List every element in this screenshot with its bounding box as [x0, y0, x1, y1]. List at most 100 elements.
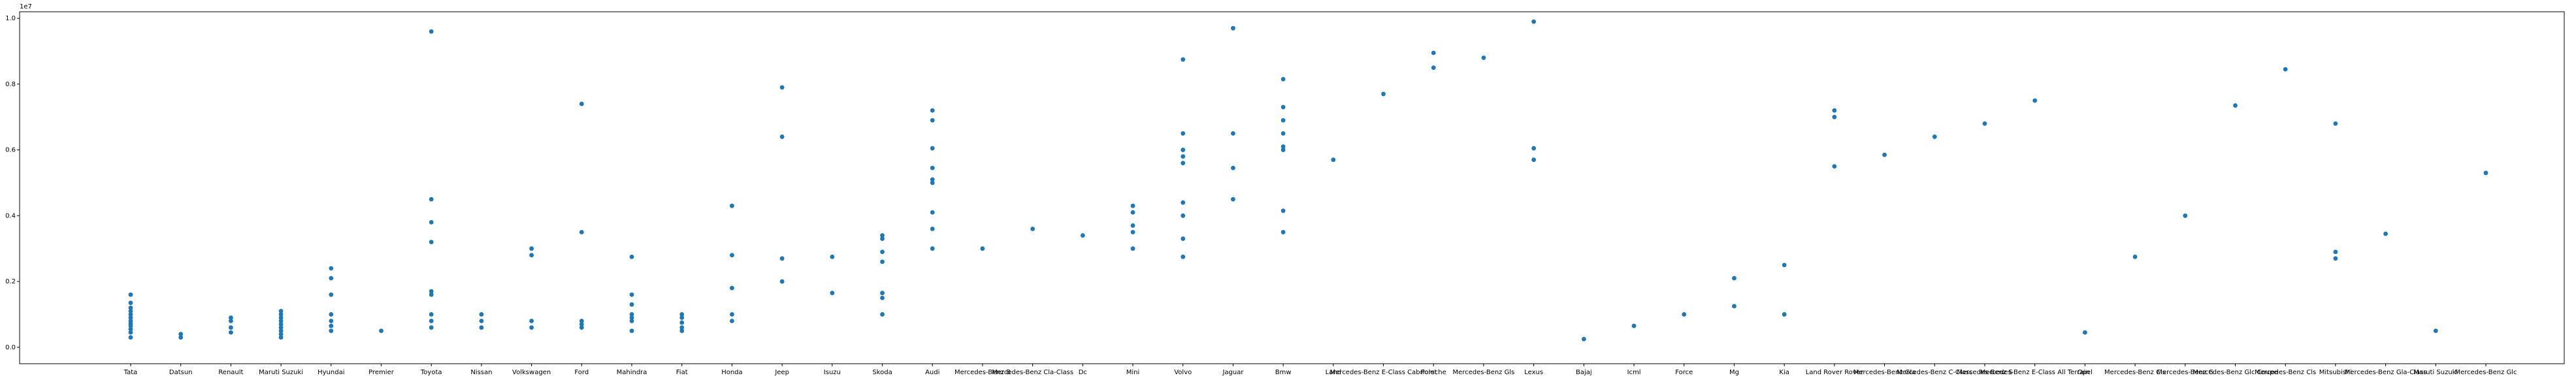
scatter-point: [329, 323, 334, 328]
x-tick-label: Toyota: [420, 369, 442, 376]
scatter-point: [1531, 19, 1537, 24]
scatter-point: [278, 309, 284, 313]
x-tick-label: Opel: [2078, 369, 2093, 376]
scatter-point: [128, 319, 133, 323]
x-axis-ticks: Tata Datsun Renault Maruti Suzuki Hyundai Pre…: [123, 364, 2517, 376]
scatter-point: [128, 300, 133, 306]
scatter-point: [429, 197, 434, 202]
x-tick-label: Bajaj: [1576, 369, 1592, 376]
scatter-point: [229, 315, 233, 320]
scatter-point: [1631, 323, 1637, 328]
scatter-point: [579, 325, 584, 330]
scatter-point: [2032, 98, 2038, 103]
y-axis-offset-text: 1e7: [20, 3, 32, 10]
scatter-point: [229, 325, 233, 330]
scatter-point: [579, 230, 584, 234]
scatter-point: [679, 312, 685, 317]
x-tick-label: Tata: [123, 369, 138, 376]
x-tick-label: Lexus: [1524, 369, 1543, 376]
scatter-point: [930, 210, 935, 215]
x-tick-label: Mercedes-Benz Gla-Class: [2345, 369, 2427, 376]
scatter-point: [1231, 197, 1235, 202]
scatter-point: [1782, 263, 1787, 268]
scatter-point: [128, 315, 133, 320]
y-tick-label: 0.0: [5, 344, 16, 351]
scatter-point: [128, 326, 133, 332]
y-tick-label: 0.6: [5, 147, 16, 154]
scatter-point: [128, 312, 133, 317]
x-tick-label: Mercedes-Benz G: [2157, 369, 2213, 376]
scatter-point: [980, 246, 985, 251]
scatter-point: [1280, 76, 1286, 82]
scatter-point: [1832, 114, 1837, 119]
x-tick-label: Mercedes-Benz C-Class: [1897, 369, 1972, 376]
scatter-point: [128, 330, 133, 335]
scatter-point: [2433, 328, 2438, 334]
scatter-point: [1381, 91, 1386, 97]
scatter-point: [2132, 254, 2138, 259]
scatter-point: [930, 177, 935, 182]
x-tick-label: Mercedes-Benz Glc Coupe: [2193, 369, 2277, 376]
y-axis-ticks: 0.0 0.2 0.4 0.6 0.8 1.0: [5, 15, 20, 351]
scatter-point: [1531, 146, 1537, 151]
scatter-point: [880, 249, 885, 255]
scatter-point: [880, 233, 885, 238]
x-tick-label: Icml: [1627, 369, 1641, 376]
scatter-point: [930, 180, 935, 185]
scatter-point: [880, 236, 885, 241]
x-tick-label: Mercedes-Benz B: [954, 369, 1011, 376]
x-tick-label: Hyundai: [318, 369, 344, 376]
scatter-point: [429, 325, 434, 330]
plot-frame: [19, 11, 2565, 364]
scatter-point: [930, 146, 935, 151]
x-tick-label: Mercedes-Benz S: [1957, 369, 2012, 376]
scatter-point: [930, 118, 935, 123]
scatter-point: [529, 246, 534, 251]
x-tick-label: Jeep: [774, 369, 789, 376]
scatter-point: [278, 315, 284, 320]
scatter-point: [679, 325, 685, 330]
x-tick-label: Mercedes-Benz Gls: [1453, 369, 1515, 376]
x-tick-label: Force: [1675, 369, 1693, 376]
scatter-point: [229, 319, 233, 323]
x-tick-label: Bmw: [1275, 369, 1292, 376]
scatter-point: [1181, 131, 1186, 136]
scatter-point: [178, 332, 184, 337]
x-tick-label: Jaguar: [1222, 369, 1244, 376]
scatter-point: [1280, 148, 1286, 152]
x-tick-label: Nissan: [470, 369, 492, 376]
scatter-point: [629, 319, 634, 323]
scatter-point: [329, 292, 334, 297]
scatter-point: [1932, 135, 1937, 139]
scatter-point: [730, 285, 734, 291]
scatter-point: [2483, 170, 2488, 176]
scatter-point: [830, 254, 835, 259]
scatter-point: [278, 319, 284, 323]
scatter-point: [2283, 67, 2288, 72]
scatter-point: [178, 335, 184, 340]
scatter-point: [830, 291, 835, 296]
scatter-point: [1280, 230, 1286, 234]
x-tick-label: Mahindra: [617, 369, 647, 376]
scatter-point: [1231, 131, 1235, 136]
x-tick-label: Land Rover Rover: [1806, 369, 1864, 376]
scatter-point: [1431, 50, 1436, 56]
scatter-point: [679, 315, 685, 320]
scatter-point: [579, 322, 584, 326]
scatter-point: [2383, 231, 2388, 236]
scatter-point: [2333, 121, 2338, 126]
x-tick-label: Skoda: [872, 369, 892, 376]
scatter-point: [429, 312, 434, 317]
scatter-point: [1130, 246, 1135, 251]
scatter-point: [2233, 103, 2238, 108]
scatter-point: [1682, 312, 1687, 317]
scatter-point: [229, 330, 233, 335]
scatter-point: [479, 312, 484, 317]
scatter-point: [1531, 157, 1537, 163]
scatter-point: [629, 302, 634, 307]
scatter-point: [1181, 154, 1186, 159]
x-tick-label: Premier: [368, 369, 395, 376]
scatter-point: [329, 276, 334, 281]
scatter-point: [1732, 304, 1736, 309]
